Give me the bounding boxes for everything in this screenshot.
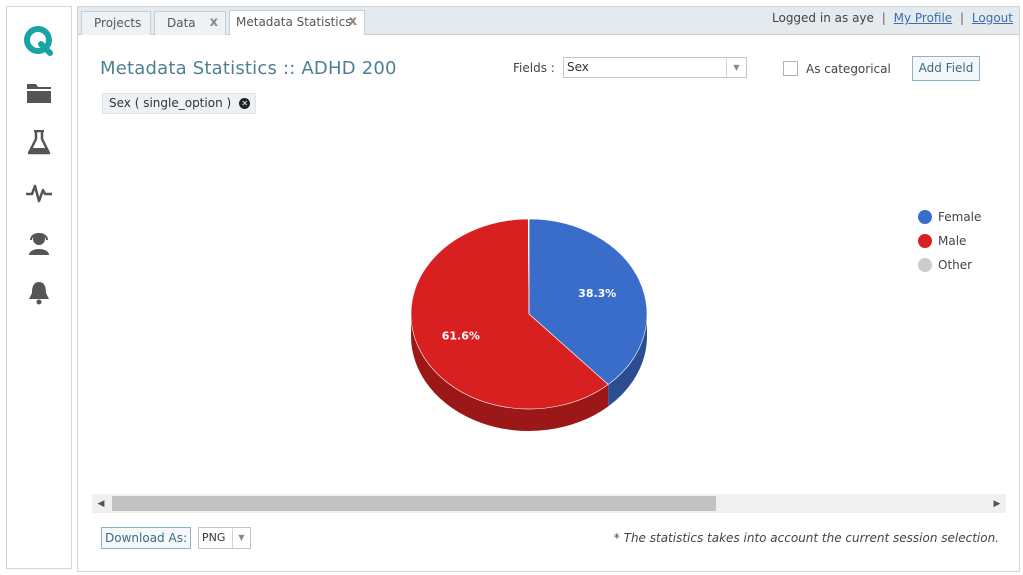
horizontal-scrollbar[interactable]: ◀ ▶ <box>92 494 1006 513</box>
as-categorical-label: As categorical <box>806 62 891 76</box>
data-label-female: 38.3% <box>578 287 616 300</box>
separator: | <box>960 11 965 25</box>
logout-link[interactable]: Logout <box>971 11 1013 25</box>
tab-projects[interactable]: Projects <box>81 11 151 35</box>
separator: | <box>881 11 886 25</box>
bell-icon[interactable] <box>7 275 71 311</box>
tab-bar: Projects Data x Metadata Statistics x Lo… <box>78 7 1019 35</box>
login-prefix: Logged in as <box>772 11 849 25</box>
pie-chart: 38.3% 61.6% Female Male Other <box>410 210 981 431</box>
close-icon[interactable]: x <box>348 14 357 29</box>
pie-slice-female[interactable] <box>528 218 648 385</box>
legend-label-male[interactable]: Male <box>938 234 966 248</box>
format-select[interactable]: PNG ▼ <box>198 527 251 549</box>
legend-label-female[interactable]: Female <box>938 210 981 224</box>
folder-icon[interactable] <box>7 75 71 111</box>
flask-icon[interactable] <box>7 125 71 161</box>
tab-label: Metadata Statistics <box>236 15 352 29</box>
fields-select[interactable]: Sex ▼ <box>563 57 747 78</box>
my-profile-link[interactable]: My Profile <box>893 11 953 25</box>
chip-label: Sex ( single_option ) <box>109 96 232 110</box>
chevron-down-icon[interactable]: ▼ <box>726 58 746 77</box>
as-categorical-checkbox[interactable] <box>783 61 798 76</box>
legend-marker-other[interactable] <box>918 258 932 272</box>
pie-slice-other[interactable] <box>527 218 530 315</box>
tab-label: Projects <box>94 16 142 30</box>
fields-label: Fields : <box>513 61 555 75</box>
tab-label: Data <box>167 16 196 30</box>
page-title: Metadata Statistics :: ADHD 200 <box>100 58 397 79</box>
activity-pulse-icon[interactable] <box>7 175 71 211</box>
chevron-down-icon[interactable]: ▼ <box>232 528 250 548</box>
legend-label-other[interactable]: Other <box>938 258 972 272</box>
logo-q-icon[interactable] <box>7 23 71 59</box>
left-sidebar <box>6 6 72 569</box>
login-info: Logged in as aye | My Profile | Logout <box>772 11 1013 25</box>
scroll-right-icon[interactable]: ▶ <box>993 498 1001 509</box>
legend-marker-female[interactable] <box>918 210 932 224</box>
pie-slice-male[interactable] <box>410 218 609 410</box>
footnote: * The statistics takes into account the … <box>613 531 999 545</box>
data-label-male: 61.6% <box>442 329 480 342</box>
download-as-button[interactable]: Download As: <box>101 527 191 549</box>
legend-marker-male[interactable] <box>918 234 932 248</box>
username: aye <box>852 11 874 25</box>
scroll-left-icon[interactable]: ◀ <box>97 498 105 509</box>
support-agent-icon[interactable] <box>7 225 71 261</box>
format-select-value: PNG <box>202 531 226 544</box>
tab-data[interactable]: Data x <box>154 11 226 35</box>
tab-metadata-statistics[interactable]: Metadata Statistics x <box>229 10 365 35</box>
pie-side-male <box>411 314 609 431</box>
add-field-button[interactable]: Add Field <box>912 56 980 81</box>
scroll-thumb[interactable] <box>112 496 716 511</box>
field-chip: Sex ( single_option ) ✕ <box>102 93 257 114</box>
pie-side-female <box>608 314 647 407</box>
fields-select-value: Sex <box>567 60 589 74</box>
remove-chip-icon[interactable]: ✕ <box>239 98 251 109</box>
main-panel: Projects Data x Metadata Statistics x Lo… <box>77 6 1020 572</box>
close-icon[interactable]: x <box>209 15 218 30</box>
